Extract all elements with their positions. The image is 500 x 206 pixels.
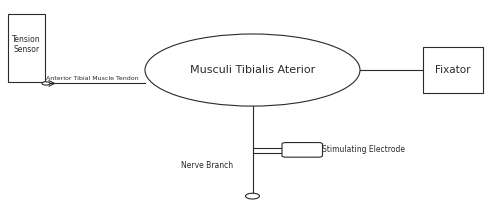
Text: Anterior Tibial Muscle Tendon: Anterior Tibial Muscle Tendon — [46, 76, 139, 81]
Circle shape — [246, 193, 260, 199]
FancyBboxPatch shape — [422, 47, 482, 93]
Text: Stimulating Electrode: Stimulating Electrode — [322, 145, 404, 154]
FancyBboxPatch shape — [282, 143, 323, 157]
Text: Musculi Tibialis Aterior: Musculi Tibialis Aterior — [190, 65, 315, 75]
Text: Nerve Branch: Nerve Branch — [182, 161, 234, 170]
Circle shape — [42, 82, 50, 85]
FancyBboxPatch shape — [8, 14, 45, 82]
Text: Fixator: Fixator — [435, 65, 470, 75]
Ellipse shape — [145, 34, 360, 106]
Text: Tension
Sensor: Tension Sensor — [12, 35, 41, 54]
